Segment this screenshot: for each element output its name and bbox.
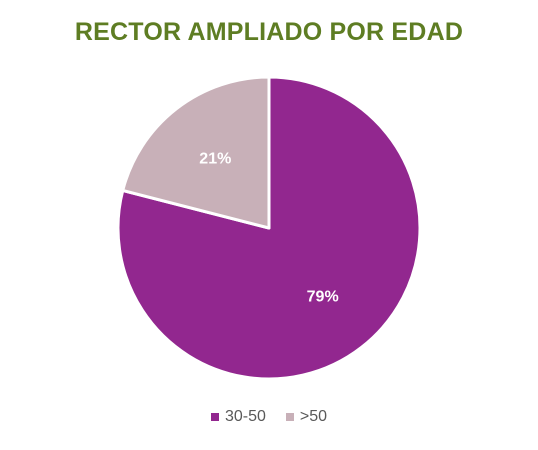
data-label-30-50: 79% [307, 289, 339, 306]
legend-label-over-50: >50 [299, 408, 328, 425]
data-label-over-50: 21% [199, 150, 231, 167]
legend-label-30-50: 30-50 [224, 408, 266, 425]
legend-item-30-50: 30-50 [210, 408, 266, 426]
chart-title: RECTOR AMPLIADO POR EDAD [74, 18, 464, 46]
pie-slice-over-50 [121, 75, 271, 230]
legend-swatch-30-50 [210, 413, 219, 421]
legend-swatch-over-50 [285, 413, 294, 421]
legend: 30-50 >50 [0, 408, 538, 426]
legend-item-over-50: >50 [285, 408, 328, 426]
